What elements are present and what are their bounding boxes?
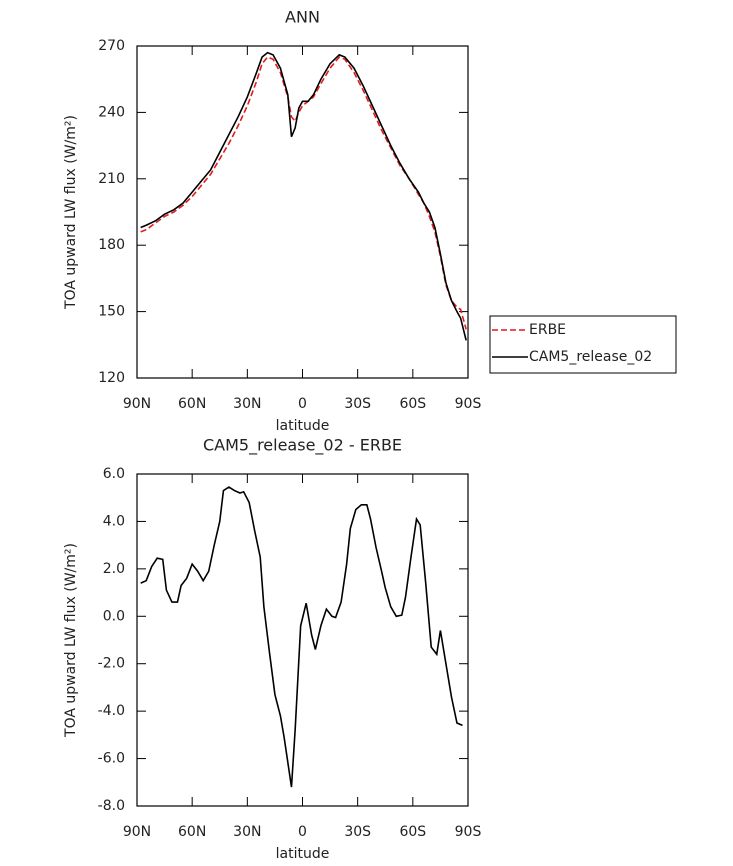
x-tick-label: 0 <box>298 824 307 840</box>
x-tick-label: 0 <box>298 396 307 412</box>
x-axis-label: latitude <box>276 846 330 862</box>
y-tick-label: 240 <box>98 104 125 120</box>
chart-title: ANN <box>285 8 320 27</box>
x-tick-label: 90N <box>123 824 151 840</box>
x-tick-label: 30S <box>344 824 371 840</box>
legend-box <box>489 315 677 374</box>
x-tick-label: 30N <box>233 396 261 412</box>
y-tick-label: 6.0 <box>103 466 125 482</box>
data-line <box>140 56 467 330</box>
x-tick-label: 30S <box>344 396 371 412</box>
y-tick-label: -8.0 <box>98 798 125 814</box>
y-tick-label: 180 <box>98 237 125 253</box>
chart-title: CAM5_release_02 - ERBE <box>203 436 402 456</box>
x-tick-label: 60S <box>399 396 426 412</box>
y-tick-label: 270 <box>98 38 125 54</box>
plot-frame <box>136 45 469 379</box>
x-tick-label: 30N <box>233 824 261 840</box>
y-axis-label: TOA upward LW flux (W/m²) <box>63 115 79 310</box>
x-tick-label: 60N <box>178 396 206 412</box>
y-tick-label: -6.0 <box>98 751 125 767</box>
y-tick-label: 120 <box>98 370 125 386</box>
data-line <box>140 51 467 341</box>
plot-frame <box>136 473 469 807</box>
x-tick-label: 90S <box>455 396 482 412</box>
legend-label: CAM5_release_02 <box>529 349 652 365</box>
y-tick-label: 0.0 <box>103 608 125 624</box>
data-line <box>140 486 463 788</box>
y-tick-label: -4.0 <box>98 703 125 719</box>
y-tick-label: 4.0 <box>103 513 125 529</box>
x-axis-label: latitude <box>276 418 330 434</box>
y-tick-label: 2.0 <box>103 561 125 577</box>
y-axis-label: TOA upward LW flux (W/m²) <box>63 543 79 738</box>
x-tick-label: 60S <box>399 824 426 840</box>
y-tick-label: 150 <box>98 304 125 320</box>
legend-label: ERBE <box>529 322 566 338</box>
x-tick-label: 90S <box>455 824 482 840</box>
y-tick-label: 210 <box>98 171 125 187</box>
y-tick-label: -2.0 <box>98 656 125 672</box>
x-tick-label: 90N <box>123 396 151 412</box>
x-tick-label: 60N <box>178 824 206 840</box>
